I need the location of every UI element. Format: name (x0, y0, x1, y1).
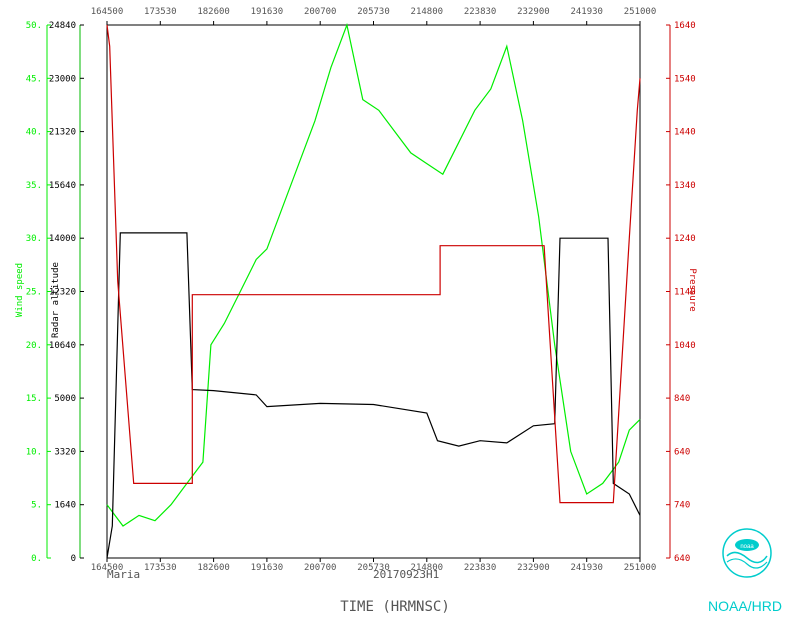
top-x-tick-label: 205730 (357, 7, 390, 17)
altitude-tick-label: 3320 (54, 447, 76, 457)
wind-tick-label: 10. (26, 447, 42, 457)
altitude-axis-ticks: 0 1640 3320 5000 10640 12320 14000 15640 21320 23… (49, 21, 84, 564)
pressure-series-line (106, 24, 641, 504)
wind-tick-label: 50. (26, 21, 42, 31)
altitude-tick-label: 21320 (49, 128, 76, 138)
altitude-tick-label: 14000 (49, 234, 76, 244)
bottom-x-tick-label: 191630 (251, 563, 284, 573)
pressure-tick-label: 1340 (674, 181, 696, 191)
pressure-tick-label: 1140 (674, 288, 696, 298)
top-x-tick-label: 200700 (304, 7, 337, 17)
bottom-x-tick-label: 164500 (91, 563, 124, 573)
top-x-tick-label: 232900 (517, 7, 550, 17)
x-axis-label: TIME (HRMNSC) (340, 599, 450, 615)
wind-tick-label: 15. (26, 394, 42, 404)
plot-border (106, 24, 641, 559)
wind-axis-ticks: 0. 5. 10. 15. 20. 25. 30. 35. 40. 45. 50. (26, 21, 51, 564)
pressure-tick-label: 740 (674, 501, 690, 511)
series-layer (106, 22, 641, 559)
wind-tick-label: 30. (26, 234, 42, 244)
pressure-tick-label: 1440 (674, 128, 696, 138)
wind-axis-label: Wind speed (15, 263, 25, 317)
pressure-tick-label: 840 (674, 394, 690, 404)
noaa-hrd-label: NOAA/HRD (708, 598, 782, 614)
pressure-axis-ticks: 640 740 640 840 1040 1140 1240 1340 1440 1540 1640 (666, 21, 696, 564)
top-x-tick-label: 182600 (197, 7, 230, 17)
wind-tick-label: 20. (26, 341, 42, 351)
bottom-x-tick-label: 241930 (570, 563, 603, 573)
altitude-tick-label: 15640 (49, 181, 76, 191)
top-x-tick-label: 251000 (624, 7, 657, 17)
plot-frame (46, 24, 671, 559)
top-x-tick-label: 173530 (144, 7, 177, 17)
bottom-x-tick-label: 251000 (624, 563, 657, 573)
pressure-tick-label: 1540 (674, 74, 696, 84)
storm-name: Maria (107, 568, 140, 581)
altitude-tick-label: 5000 (54, 394, 76, 404)
bottom-x-tick-label: 223830 (464, 563, 497, 573)
wind-tick-label: 0. (31, 554, 42, 564)
bottom-x-tick-label: 200700 (304, 563, 337, 573)
pressure-tick-label: 1240 (674, 234, 696, 244)
bottom-x-ticks: 164500 173530 182600 191630 200700 205730 2148… (91, 558, 657, 573)
altitude-tick-label: 12320 (49, 288, 76, 298)
wind-tick-label: 5. (31, 501, 42, 511)
pressure-tick-label: 1640 (674, 21, 696, 31)
flight-id: 20170923H1 (373, 568, 439, 581)
top-x-tick-label: 191630 (251, 7, 284, 17)
wind-tick-label: 25. (26, 288, 42, 298)
bottom-x-tick-label: 232900 (517, 563, 550, 573)
altitude-tick-label: 0 (71, 554, 76, 564)
pressure-tick-label: 1040 (674, 341, 696, 351)
pressure-tick-label: 640 (674, 447, 690, 457)
wind-tick-label: 35. (26, 181, 42, 191)
bottom-x-tick-label: 214800 (411, 563, 444, 573)
top-x-tick-label: 241930 (570, 7, 603, 17)
radar-altitude-series-line (106, 232, 641, 559)
altitude-tick-label: 1640 (54, 501, 76, 511)
wind-tick-label: 40. (26, 128, 42, 138)
bottom-x-tick-label: 173530 (144, 563, 177, 573)
pressure-tick-label: 640 (674, 554, 690, 564)
altitude-tick-label: 24840 (49, 21, 76, 31)
bottom-x-tick-label: 205730 (357, 563, 390, 573)
altitude-axis-label: Radar altitude (51, 262, 61, 338)
wind-tick-label: 45. (26, 74, 42, 84)
noaa-badge-text: noaa (740, 544, 754, 550)
wind-speed-series-line (106, 22, 641, 527)
bottom-x-tick-label: 182600 (197, 563, 230, 573)
altitude-tick-label: 10640 (49, 341, 76, 351)
top-x-tick-label: 214800 (411, 7, 444, 17)
top-x-tick-label: 164500 (91, 7, 124, 17)
pressure-axis-label: Pressure (687, 268, 697, 311)
altitude-tick-label: 23000 (49, 74, 76, 84)
noaa-logo: noaa (722, 528, 772, 578)
top-x-tick-label: 223830 (464, 7, 497, 17)
top-x-ticks: 164500 173530 182600 191630 200700 205730 2148… (91, 7, 657, 25)
